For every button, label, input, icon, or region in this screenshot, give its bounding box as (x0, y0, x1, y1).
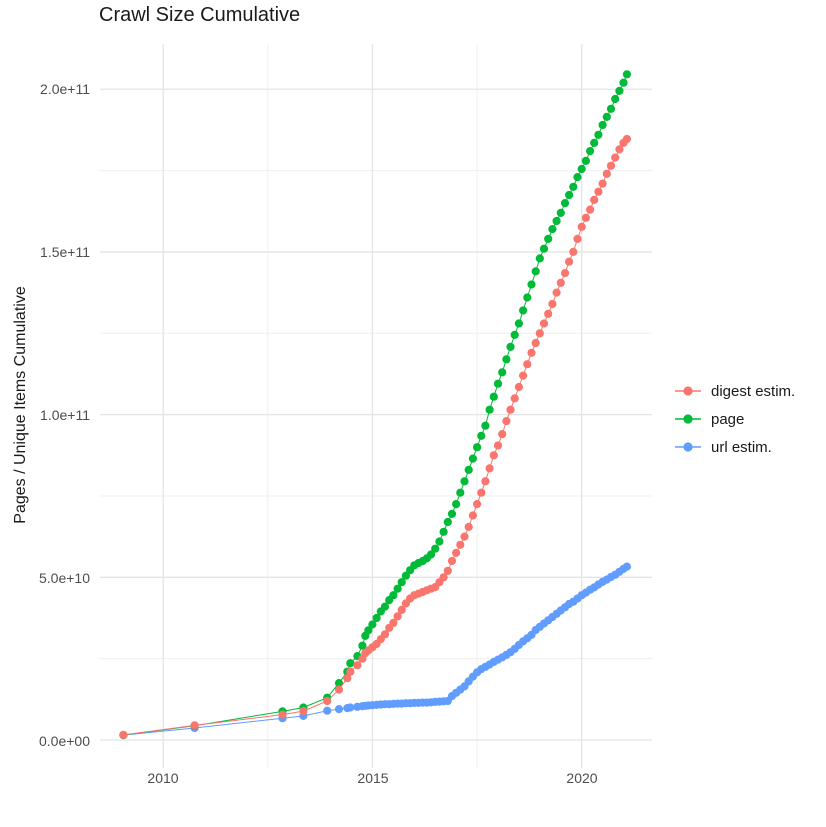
x-tick-label-2015: 2015 (357, 770, 389, 786)
y-tick-label-0: 0.0e+00 (39, 733, 90, 749)
x-tick-label-2010: 2010 (147, 770, 179, 786)
y-tick-label-4: 2.0e+11 (40, 81, 90, 97)
legend: digest estim. page url estim. (674, 381, 795, 465)
legend-key-page-icon (675, 414, 701, 424)
x-tick-label-2020: 2020 (566, 770, 598, 786)
legend-item-page: page (674, 409, 795, 429)
legend-label-url: url estim. (711, 438, 772, 456)
legend-item-url: url estim. (674, 437, 795, 457)
y-tick-label-3: 1.5e+11 (40, 244, 90, 260)
chart-title: Crawl Size Cumulative (99, 4, 301, 26)
legend-key-url-icon (675, 442, 701, 452)
legend-label-digest: digest estim. (711, 382, 796, 400)
y-tick-label-1: 5.0e+10 (39, 570, 90, 586)
legend-key-digest-icon (675, 386, 701, 396)
legend-item-digest: digest estim. (674, 381, 795, 401)
y-tick-label-2: 1.0e+11 (40, 407, 90, 423)
legend-label-page: page (711, 410, 745, 428)
